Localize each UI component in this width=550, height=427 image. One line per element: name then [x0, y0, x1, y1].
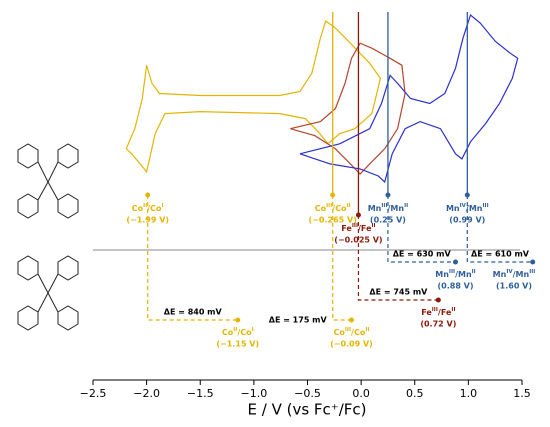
- label-part: IV: [506, 269, 513, 275]
- label-part: Co: [132, 204, 144, 213]
- potential-dot: [355, 212, 361, 218]
- molecule-top: [17, 143, 79, 219]
- potential-label: (0.99 V): [449, 216, 485, 225]
- potential-dot: [235, 317, 241, 323]
- label-part: /Co: [237, 328, 252, 337]
- label-part: I: [162, 203, 164, 209]
- x-tick-label: −1.5: [187, 387, 214, 400]
- potential-dot: [435, 297, 441, 303]
- label-part: II: [372, 223, 376, 229]
- label-part: III: [345, 327, 351, 333]
- label-part: II: [233, 327, 237, 333]
- label-part: IV: [460, 203, 467, 209]
- label-part: /Mn: [455, 270, 472, 279]
- molecule-bottom: [17, 255, 79, 331]
- shift-line: [357, 215, 439, 301]
- potential-label: (−0.265 V): [309, 216, 357, 225]
- potential-label: (0.88 V): [437, 282, 473, 291]
- label-part: Co: [334, 328, 346, 337]
- cv-curve: [299, 13, 519, 184]
- potential-label: (−0.025 V): [334, 236, 382, 245]
- label-part: /Fe: [438, 308, 452, 317]
- label-part: Co: [222, 328, 234, 337]
- label-part: /Mn: [388, 204, 405, 213]
- label-part: II: [365, 327, 369, 333]
- potential-dot: [348, 317, 354, 323]
- potential-label: (−1.15 V): [216, 340, 259, 349]
- potential-label: (0.25 V): [370, 216, 406, 225]
- potential-dot: [453, 259, 459, 265]
- label-part: Mn: [435, 270, 449, 279]
- x-tick-label: 1.0: [460, 387, 478, 400]
- shift-label: ΔE = 610 mV: [471, 250, 530, 259]
- cv-curve: [125, 20, 382, 174]
- label-part: II: [404, 203, 408, 209]
- label-part: Mn: [446, 204, 460, 213]
- x-tick-label: −2.0: [133, 387, 160, 400]
- label-part: /Mn: [513, 270, 530, 279]
- x-tick-label: −1.0: [241, 387, 268, 400]
- shift-line: [332, 195, 352, 321]
- label-part: III: [449, 269, 455, 275]
- potential-label: (−1.99 V): [126, 216, 169, 225]
- potential-dot: [530, 259, 536, 265]
- potential-dot: [330, 192, 336, 198]
- label-part: Mn: [493, 270, 507, 279]
- label-part: Fe: [341, 224, 352, 233]
- potential-label: (−0.09 V): [330, 340, 373, 349]
- label-part: III: [381, 203, 387, 209]
- x-tick-label: −2.5: [80, 387, 107, 400]
- label-part: III: [483, 203, 489, 209]
- label-part: /Co: [351, 328, 366, 337]
- x-tick-label: 0.5: [406, 387, 424, 400]
- x-axis-label: E / V (vs Fc⁺/Fc): [248, 401, 367, 419]
- potential-dot: [385, 192, 391, 198]
- label-part: Co: [315, 204, 327, 213]
- x-tick-label: 0.0: [352, 387, 370, 400]
- potential-dot: [145, 192, 151, 198]
- couple-label: CoIII/CoII: [334, 327, 370, 337]
- label-part: II: [347, 203, 351, 209]
- label-part: /Co: [147, 204, 162, 213]
- label-part: /Mn: [466, 204, 483, 213]
- couple-label: MnIV/MnIII: [446, 203, 489, 213]
- shift-line: [466, 195, 533, 263]
- label-part: II: [143, 203, 147, 209]
- label-part: III: [352, 223, 358, 229]
- label-part: /Fe: [358, 224, 372, 233]
- label-part: I: [252, 327, 254, 333]
- shift-line: [147, 195, 238, 321]
- couple-label: CoII/CoI: [132, 203, 164, 213]
- shift-label: ΔE = 745 mV: [369, 288, 428, 297]
- cv-curve: [290, 42, 406, 175]
- label-part: /Co: [332, 204, 347, 213]
- label-part: Mn: [368, 204, 382, 213]
- potential-label: (1.60 V): [496, 282, 532, 291]
- label-part: II: [472, 269, 476, 275]
- couple-label: FeIII/FeII: [341, 223, 375, 233]
- couple-label: FeIII/FeII: [421, 307, 455, 317]
- potential-dot: [464, 192, 470, 198]
- shift-line: [387, 195, 456, 263]
- label-part: Fe: [421, 308, 432, 317]
- label-part: III: [529, 269, 535, 275]
- couple-label: MnIII/MnII: [368, 203, 408, 213]
- couple-label: CoIII/CoII: [315, 203, 351, 213]
- couple-label: CoII/CoI: [222, 327, 254, 337]
- shift-label: ΔE = 630 mV: [393, 250, 452, 259]
- shift-label: ΔE = 175 mV: [269, 316, 328, 325]
- label-part: III: [326, 203, 332, 209]
- potential-label: (0.72 V): [420, 320, 456, 329]
- shift-label: ΔE = 840 mV: [164, 308, 223, 317]
- couple-label: MnIII/MnII: [435, 269, 475, 279]
- label-part: II: [451, 307, 455, 313]
- label-part: III: [432, 307, 438, 313]
- x-tick-label: 1.5: [513, 387, 531, 400]
- x-tick-label: −0.5: [294, 387, 321, 400]
- couple-label: MnIV/MnIII: [493, 269, 536, 279]
